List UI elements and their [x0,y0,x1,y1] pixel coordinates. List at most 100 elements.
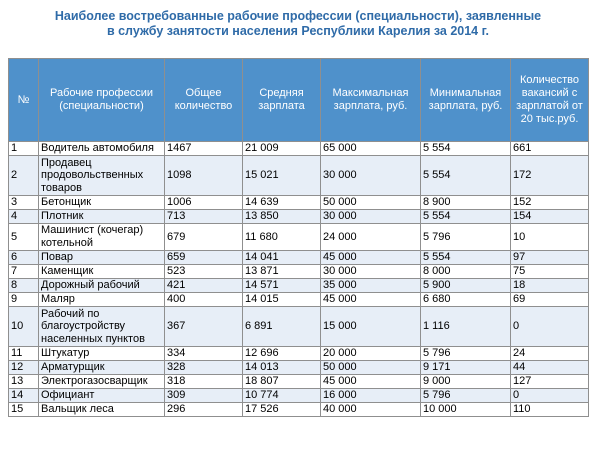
cell-avg: 15 021 [242,155,321,196]
cell-num: 7 [8,264,39,279]
cell-min: 5 554 [420,209,511,224]
cell-min: 5 900 [420,278,511,293]
cell-min: 9 000 [420,374,511,389]
header-vacancies-20k: Количество вакансий с зарплатой от 20 ты… [510,58,589,142]
cell-v20: 18 [510,278,589,293]
cell-min: 5 554 [420,155,511,196]
cell-total: 659 [164,250,243,265]
table-row: 9 Маляр 400 14 015 45 000 6 680 69 [8,292,589,307]
cell-v20: 44 [510,360,589,375]
cell-max: 16 000 [320,388,421,403]
cell-avg: 18 807 [242,374,321,389]
cell-num: 14 [8,388,39,403]
header-num: № [8,58,39,142]
table-row: 11 Штукатур 334 12 696 20 000 5 796 24 [8,346,589,361]
table-row: 4 Плотник 713 13 850 30 000 5 554 154 [8,209,589,224]
cell-avg: 11 680 [242,223,321,251]
cell-max: 50 000 [320,195,421,210]
header-row: № Рабочие профессии (специальности) Обще… [8,58,589,142]
table-row: 6 Повар 659 14 041 45 000 5 554 97 [8,250,589,265]
cell-max: 40 000 [320,402,421,417]
cell-num: 15 [8,402,39,417]
header-avg-salary: Средняя зарплата [242,58,321,142]
cell-total: 1467 [164,141,243,156]
cell-avg: 13 850 [242,209,321,224]
cell-max: 20 000 [320,346,421,361]
cell-v20: 97 [510,250,589,265]
cell-profession: Машинист (кочегар) котельной [38,223,165,251]
cell-max: 45 000 [320,374,421,389]
cell-min: 5 796 [420,388,511,403]
cell-num: 8 [8,278,39,293]
cell-max: 15 000 [320,306,421,347]
page-title: Наиболее востребованные рабочие професси… [0,9,596,39]
cell-profession: Рабочий по благоустройству населенных пу… [38,306,165,347]
table-row: 14 Официант 309 10 774 16 000 5 796 0 [8,388,589,403]
cell-max: 45 000 [320,292,421,307]
cell-num: 5 [8,223,39,251]
cell-avg: 12 696 [242,346,321,361]
cell-avg: 13 871 [242,264,321,279]
cell-max: 30 000 [320,209,421,224]
cell-min: 5 796 [420,346,511,361]
cell-min: 5 796 [420,223,511,251]
cell-max: 30 000 [320,155,421,196]
table-row: 1 Водитель автомобиля 1467 21 009 65 000… [8,141,589,156]
cell-profession: Штукатур [38,346,165,361]
cell-avg: 14 639 [242,195,321,210]
cell-profession: Бетонщик [38,195,165,210]
cell-profession: Вальщик леса [38,402,165,417]
cell-min: 8 000 [420,264,511,279]
cell-total: 334 [164,346,243,361]
cell-min: 8 900 [420,195,511,210]
cell-total: 1098 [164,155,243,196]
cell-num: 12 [8,360,39,375]
cell-min: 9 171 [420,360,511,375]
cell-max: 30 000 [320,264,421,279]
cell-v20: 69 [510,292,589,307]
cell-num: 3 [8,195,39,210]
cell-total: 523 [164,264,243,279]
cell-v20: 0 [510,306,589,347]
cell-num: 10 [8,306,39,347]
cell-total: 318 [164,374,243,389]
cell-num: 1 [8,141,39,156]
cell-num: 11 [8,346,39,361]
cell-v20: 154 [510,209,589,224]
cell-v20: 152 [510,195,589,210]
cell-avg: 14 015 [242,292,321,307]
table-row: 8 Дорожный рабочий 421 14 571 35 000 5 9… [8,278,589,293]
cell-max: 35 000 [320,278,421,293]
cell-profession: Повар [38,250,165,265]
cell-avg: 14 041 [242,250,321,265]
cell-v20: 110 [510,402,589,417]
header-min-salary: Минимальная зарплата, руб. [420,58,511,142]
cell-total: 367 [164,306,243,347]
professions-table: № Рабочие профессии (специальности) Обще… [8,58,589,417]
table-row: 10 Рабочий по благоустройству населенных… [8,306,589,347]
cell-max: 65 000 [320,141,421,156]
cell-avg: 14 571 [242,278,321,293]
cell-min: 5 554 [420,141,511,156]
cell-avg: 10 774 [242,388,321,403]
cell-profession: Дорожный рабочий [38,278,165,293]
cell-total: 1006 [164,195,243,210]
header-max-salary: Максимальная зарплата, руб. [320,58,421,142]
cell-avg: 21 009 [242,141,321,156]
table-row: 5 Машинист (кочегар) котельной 679 11 68… [8,223,589,251]
cell-num: 6 [8,250,39,265]
cell-profession: Электрогазосварщик [38,374,165,389]
cell-max: 45 000 [320,250,421,265]
cell-v20: 661 [510,141,589,156]
cell-total: 400 [164,292,243,307]
cell-num: 2 [8,155,39,196]
table-row: 13 Электрогазосварщик 318 18 807 45 000 … [8,374,589,389]
cell-v20: 127 [510,374,589,389]
cell-total: 328 [164,360,243,375]
title-line-1: Наиболее востребованные рабочие професси… [54,9,542,23]
cell-total: 421 [164,278,243,293]
cell-total: 296 [164,402,243,417]
cell-profession: Каменщик [38,264,165,279]
header-total: Общее количество [164,58,243,142]
table-row: 3 Бетонщик 1006 14 639 50 000 8 900 152 [8,195,589,210]
